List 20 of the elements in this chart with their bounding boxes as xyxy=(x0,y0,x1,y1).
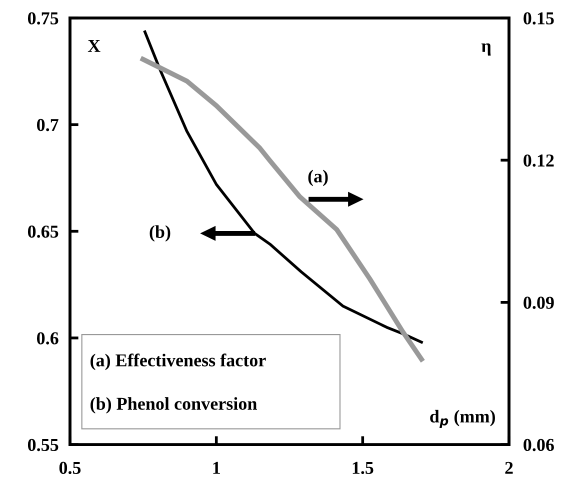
y-tick-label: 0.7 xyxy=(37,118,58,132)
y-tick-label: 0.55 xyxy=(28,438,58,452)
x-axis-title: d$_{p}$ (mm) xyxy=(430,410,495,428)
x-tick-label: 1.5 xyxy=(352,462,374,474)
annotation: (b) xyxy=(150,225,170,242)
annotation: (b) Phenol conversion xyxy=(90,397,257,414)
y2-axis-title: η xyxy=(481,43,491,56)
y2-tick-label: 0.09 xyxy=(524,296,554,309)
y-axis-title: X xyxy=(88,40,100,52)
x-tick-label: 2 xyxy=(505,462,513,474)
y-tick-label: 0.65 xyxy=(28,226,58,238)
annotation: (a) xyxy=(308,170,328,186)
y2-tick-label: 0.15 xyxy=(524,12,554,25)
annotation: (a) Effectiveness factor xyxy=(90,354,266,370)
y-tick-label: 0.6 xyxy=(37,332,58,344)
y2-tick-label: 0.12 xyxy=(524,154,554,167)
y2-tick-label: 0.06 xyxy=(524,438,554,452)
x-tick-label: 1 xyxy=(213,462,220,474)
x-tick-label: 0.5 xyxy=(59,462,81,474)
y-tick-label: 0.75 xyxy=(28,12,58,25)
